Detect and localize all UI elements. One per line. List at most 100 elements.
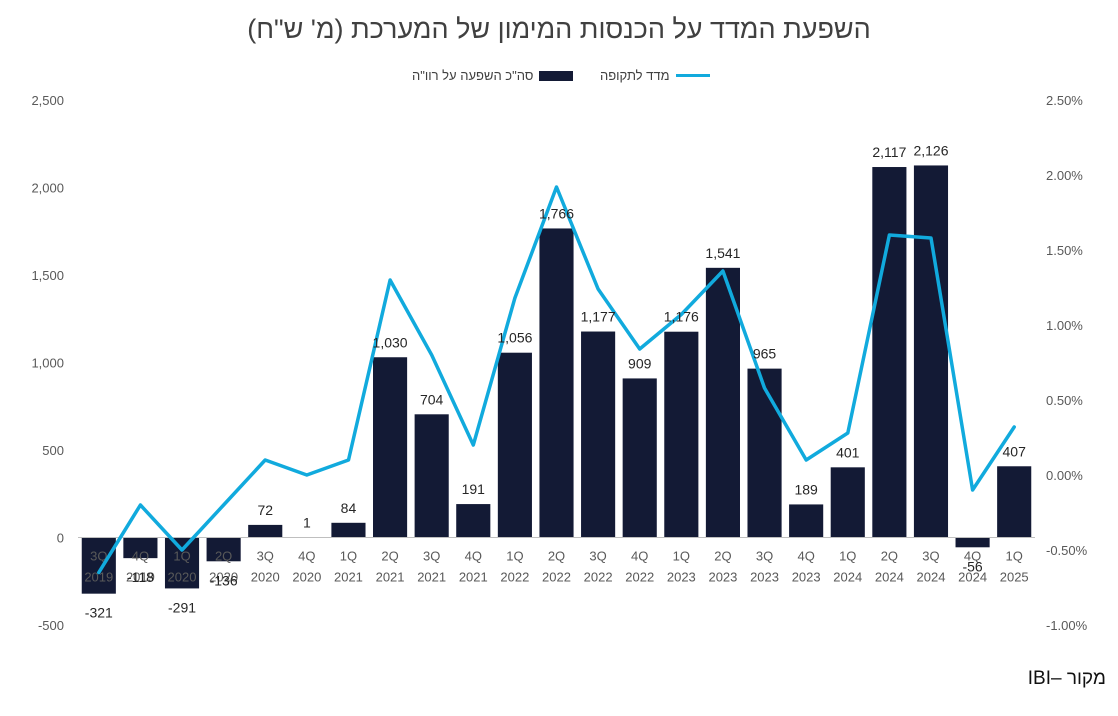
- category-quarter-label: 4Q: [964, 549, 981, 564]
- bar: [872, 167, 907, 538]
- right-tick-label: 2.00%: [1046, 168, 1083, 183]
- bar: [248, 524, 283, 538]
- bar: [913, 165, 949, 538]
- category-quarter-label: 3Q: [423, 549, 440, 564]
- left-tick-label: 2,000: [31, 181, 64, 196]
- category-quarter-label: 4Q: [465, 549, 482, 564]
- bar: [164, 537, 200, 589]
- category-year-label: 2020: [168, 570, 197, 585]
- bar-value-label: 84: [341, 500, 357, 516]
- left-axis-ticks: -500 0 500 1,000 1,500 2,000 2,500: [31, 93, 64, 633]
- bar-value-label: 191: [462, 481, 486, 497]
- bar-value-label: 1,030: [373, 334, 408, 350]
- bar-value-label: 965: [753, 346, 777, 362]
- right-tick-label: 0.50%: [1046, 393, 1083, 408]
- category-quarter-label: 1Q: [506, 549, 523, 564]
- category-year-label: 2022: [625, 570, 654, 585]
- bar-value-label: 2,117: [872, 144, 906, 160]
- bar: [705, 267, 740, 538]
- category-year-label: 2021: [376, 570, 405, 585]
- index-line: [97, 185, 1016, 575]
- bar: [123, 537, 158, 559]
- bar-value-label: 909: [628, 355, 652, 371]
- category-quarter-label: 1Q: [673, 549, 690, 564]
- left-tick-label: -500: [38, 618, 64, 633]
- right-tick-label: -1.00%: [1046, 618, 1088, 633]
- category-quarter-label: 1Q: [340, 549, 357, 564]
- bar-value-label: 704: [420, 391, 444, 407]
- bar-value-label: 2,126: [913, 142, 948, 158]
- category-quarter-label: 2Q: [381, 549, 398, 564]
- bar-value-label: 189: [794, 481, 818, 497]
- legend-item-impact: סה"כ השפעה על רוו"ה: [412, 68, 574, 83]
- left-tick-label: 500: [42, 443, 64, 458]
- category-year-label: 2023: [750, 570, 779, 585]
- bar: [622, 378, 657, 538]
- right-tick-label: 2.50%: [1046, 93, 1083, 108]
- left-tick-label: 1,500: [31, 268, 64, 283]
- category-year-label: 2020: [292, 570, 321, 585]
- legend-bar-label: סה"כ השפעה על רוו"ה: [412, 68, 534, 83]
- left-tick-label: 0: [57, 531, 64, 546]
- category-quarter-label: 3Q: [756, 549, 773, 564]
- bar: [747, 368, 782, 538]
- category-quarter-label: 2Q: [881, 549, 898, 564]
- category-quarter-label: 3Q: [589, 549, 606, 564]
- bar-value-label: 401: [836, 444, 860, 460]
- category-year-label: 2023: [708, 570, 737, 585]
- legend: מדד לתקופה סה"כ השפעה על רוו"ה: [0, 68, 1118, 86]
- right-axis-ticks: -1.00% -0.50% 0.00% 0.50% 1.00% 1.50% 2.00% 2.5…: [1046, 93, 1088, 633]
- category-year-label: 2019: [84, 570, 113, 585]
- category-quarter-label: 3Q: [922, 549, 939, 564]
- left-tick-label: 2,500: [31, 93, 64, 108]
- bar: [830, 467, 865, 538]
- category-quarter-label: 1Q: [839, 549, 856, 564]
- category-quarter-label: 1Q: [173, 549, 190, 564]
- category-year-label: 2024: [833, 570, 862, 585]
- bar-value-label: 407: [1003, 443, 1027, 459]
- category-quarter-label: 4Q: [631, 549, 648, 564]
- category-quarter-label: 4Q: [298, 549, 315, 564]
- legend-line-swatch: [675, 74, 710, 77]
- bar-value-label: 1: [303, 514, 311, 530]
- legend-bar-swatch: [539, 70, 574, 81]
- bar: [539, 228, 574, 538]
- category-year-label: 2023: [792, 570, 821, 585]
- bar-value-labels: -321 -118 -291 -136 72 1 84 1,030 704 191 1,056 1,7…: [85, 142, 1026, 620]
- category-year-label: 2021: [334, 570, 363, 585]
- category-quarter-label: 3Q: [257, 549, 274, 564]
- bar-value-label: -136: [210, 572, 238, 588]
- category-year-label: 2024: [958, 570, 987, 585]
- category-quarter-label: 2Q: [548, 549, 565, 564]
- bar-value-label: -321: [85, 605, 113, 621]
- category-year-label: 2024: [917, 570, 946, 585]
- right-tick-label: -0.50%: [1046, 543, 1088, 558]
- right-tick-label: 1.50%: [1046, 243, 1083, 258]
- category-year-label: 2021: [417, 570, 446, 585]
- bar-value-label: -118: [127, 569, 154, 585]
- category-quarter-label: 4Q: [797, 549, 814, 564]
- category-quarter-label: 3Q: [90, 549, 107, 564]
- category-year-label: 2022: [500, 570, 529, 585]
- bar: [581, 331, 616, 538]
- right-tick-label: 0.00%: [1046, 468, 1083, 483]
- category-quarter-label: 1Q: [1006, 549, 1023, 564]
- index-line-path: [97, 185, 1016, 575]
- bar: [997, 466, 1032, 538]
- category-year-label: 2020: [209, 570, 238, 585]
- bar-value-label: 1,541: [705, 245, 740, 261]
- bars: [81, 165, 1032, 594]
- legend-item-index: מדד לתקופה: [600, 68, 710, 83]
- bar: [789, 504, 824, 538]
- bar: [456, 504, 491, 538]
- category-labels: 3Q 2019 4Q 2019 1Q 2020 2Q 2020 3Q 2020 4Q 2020 1Q 20…: [84, 549, 1028, 585]
- bar-value-label: 1,176: [664, 309, 699, 325]
- bar: [206, 537, 241, 562]
- bar: [81, 537, 116, 594]
- category-year-label: 2020: [251, 570, 280, 585]
- category-year-label: 2022: [584, 570, 613, 585]
- bar: [497, 352, 532, 538]
- category-quarter-label: 2Q: [215, 549, 232, 564]
- bar: [955, 537, 990, 548]
